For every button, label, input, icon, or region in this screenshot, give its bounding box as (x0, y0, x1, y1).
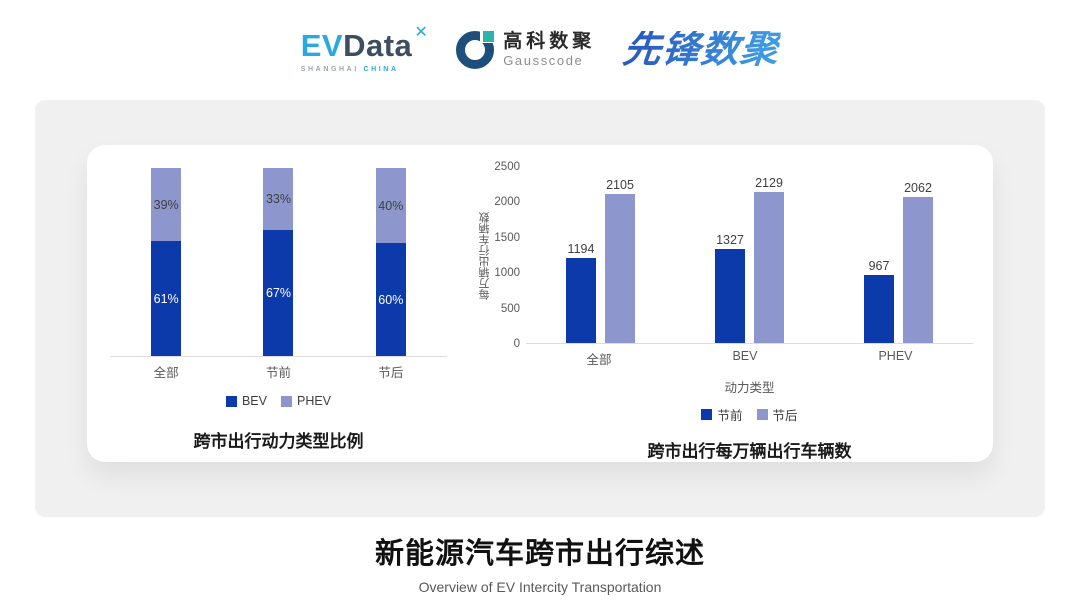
evdata-shanghai-text: SHANGHAI (300, 65, 359, 73)
right-category-labels: 全部 BEV PHEV (526, 349, 973, 368)
bar-value-label: 2062 (904, 180, 932, 195)
bar-value-label: 1194 (567, 241, 595, 256)
category-label: 全部 (153, 366, 179, 380)
bar-value-label: 2105 (606, 177, 634, 192)
bar (715, 249, 745, 343)
evdata-data-text: Data (343, 27, 413, 63)
bar-column: 2129 (754, 175, 784, 343)
legend-swatch-icon (701, 409, 713, 420)
xianfeng-shuju-logo: 先锋数聚 (621, 29, 782, 71)
phev-segment: 39% (151, 168, 182, 242)
legend-item: 节前 (701, 405, 743, 424)
left-category-labels: 全部 节前 节后 (110, 362, 447, 381)
legend-item: 节后 (756, 405, 798, 424)
category-label: BEV (732, 349, 758, 363)
right-chart-title: 跨市出行每万辆出行车辆数 (647, 442, 852, 461)
left-legend: BEV PHEV (110, 394, 447, 408)
bar-group: 1194 2105 (566, 177, 635, 343)
bar-column: 2062 (903, 180, 933, 343)
bar-column: 1194 (566, 241, 596, 343)
phev-segment: 33% (263, 168, 294, 231)
bar (754, 192, 784, 343)
y-tick-label: 500 (500, 302, 520, 315)
gausscode-ring (456, 31, 495, 69)
evdata-ev-text: EV (300, 27, 344, 63)
gausscode-g-icon (456, 30, 497, 69)
evdata-china-text: CHINA (363, 65, 399, 73)
y-tick-label: 2000 (494, 196, 520, 209)
grouped-bar-chart: 每万辆出行车辆数 0 500 1000 1500 2000 2500 1194 2105 13… (477, 161, 982, 462)
bar-group: 1327 2129 (715, 175, 784, 343)
report-title: 新能源汽车跨市出行综述 (374, 538, 705, 570)
bev-segment: 61% (151, 241, 182, 356)
category-label: 全部 (586, 353, 612, 367)
left-chart-title: 跨市出行动力类型比例 (193, 432, 364, 451)
legend-swatch-icon (280, 395, 292, 407)
stacked-bar: 40% 60% (375, 168, 406, 356)
gausscode-wordmark: 高科数聚 Gausscode (503, 30, 596, 68)
y-tick-label: 1000 (494, 267, 520, 280)
phev-segment: 40% (375, 168, 406, 244)
stacked-bar: 33% 67% (263, 168, 294, 356)
bev-segment: 60% (375, 243, 406, 356)
logo-strip: EV Data ✕ SHANGHAI CHINA 高科数聚 Gausscode … (0, 0, 1080, 100)
right-legend: 节前 节后 (526, 405, 973, 424)
gausscode-teal-square (483, 31, 495, 42)
evdata-subtitle: SHANGHAI CHINA (301, 66, 399, 73)
stacked-bar-chart: 39% 61% 33% 67% 40% 60% 全部 节前 节后 BEV PHEV 跨市出行动力… (110, 168, 447, 452)
y-tick-label: 2500 (494, 161, 520, 173)
bar-value-label: 2129 (755, 175, 783, 190)
legend-label: BEV (241, 394, 267, 408)
bar-column: 967 (864, 258, 894, 343)
legend-item: BEV (225, 394, 267, 408)
category-label: 节后 (378, 366, 404, 380)
legend-item: PHEV (280, 394, 332, 408)
y-tick-label: 1500 (494, 231, 520, 244)
legend-swatch-icon (756, 409, 768, 420)
grouped-plot-area: 1194 2105 1327 2129 967 2062 (526, 166, 973, 344)
bar (864, 275, 894, 343)
report-card: 39% 61% 33% 67% 40% 60% 全部 节前 节后 BEV PHEV 跨市出行动力… (35, 100, 1045, 517)
legend-label: 节后 (772, 409, 798, 423)
y-axis-title: 每万辆出行车辆数 (479, 212, 491, 300)
bar-column: 1327 (715, 232, 745, 343)
bar-value-label: 1327 (716, 232, 744, 247)
x-axis-title: 动力类型 (724, 381, 775, 395)
grouped-plot-row: 每万辆出行车辆数 0 500 1000 1500 2000 2500 1194 2105 13… (477, 161, 982, 350)
category-label: PHEV (878, 349, 913, 363)
bar (566, 258, 596, 343)
bar-column: 2105 (605, 177, 635, 343)
y-axis-ticks: 0 500 1000 1500 2000 2500 (493, 161, 526, 350)
bar (903, 197, 933, 343)
legend-label: PHEV (296, 394, 332, 408)
bar-value-label: 967 (868, 258, 890, 273)
gausscode-english-name: Gausscode (503, 52, 584, 68)
evdata-wordmark: EV Data ✕ (300, 24, 428, 63)
evdata-logo: EV Data ✕ SHANGHAI CHINA (300, 24, 428, 73)
legend-label: 节前 (717, 409, 743, 423)
bar-group: 967 2062 (864, 180, 933, 343)
y-tick-label: 0 (513, 338, 520, 350)
charts-panel: 39% 61% 33% 67% 40% 60% 全部 节前 节后 BEV PHEV 跨市出行动力… (87, 145, 993, 462)
stacked-bar: 39% 61% (151, 168, 182, 356)
bar (605, 194, 635, 343)
report-subtitle: Overview of EV Intercity Transportation (418, 579, 662, 595)
category-label: 节前 (265, 366, 291, 380)
gausscode-logo: 高科数聚 Gausscode (456, 30, 596, 69)
legend-swatch-icon (225, 395, 237, 407)
evdata-sparkle-icon: ✕ (414, 23, 429, 41)
stacked-bars-area: 39% 61% 33% 67% 40% 60% (110, 168, 447, 357)
footer: 新能源汽车跨市出行综述 Overview of EV Intercity Tra… (0, 530, 1080, 595)
gausscode-chinese-name: 高科数聚 (503, 30, 596, 52)
bev-segment: 67% (263, 230, 294, 356)
